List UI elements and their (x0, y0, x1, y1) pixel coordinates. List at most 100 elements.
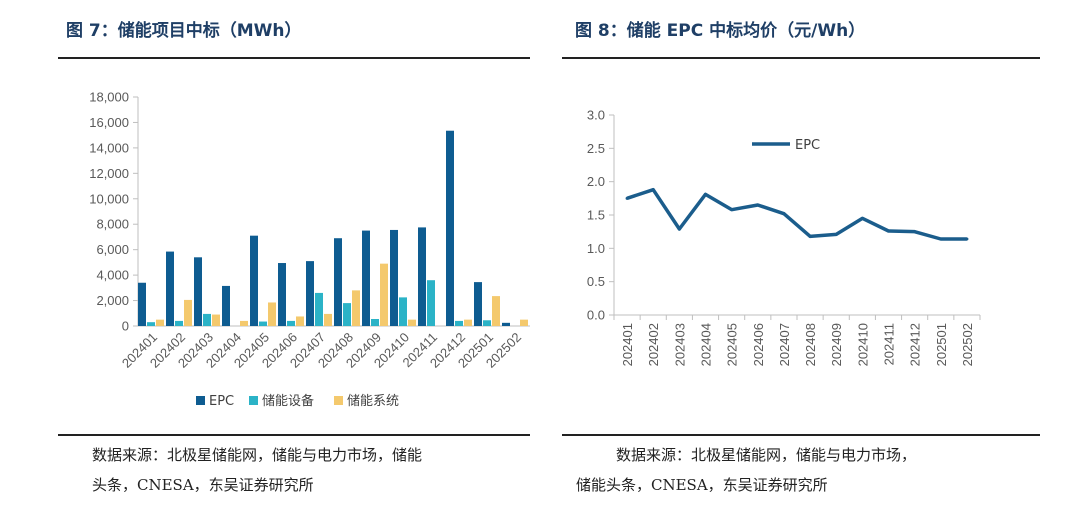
bar-1 (399, 297, 407, 326)
figure-8-panel: 图 8：储能 EPC 中标均价（元/Wh） 0.0 0.5 1.0 1.5 2.0 2.5… (540, 0, 1080, 505)
legend-label: 储能系统 (347, 394, 399, 409)
bar-chart: 0 2,000 4,000 6,000 8,000 10,000 12,000 14,000 1… (89, 90, 530, 409)
figure-7-panel: 图 7：储能项目中标（MWh） 0 2,000 4,000 6,000 8,000 10,… (58, 21, 537, 500)
figure-8-source: 数据来源：北极星储能网，储能与电力市场， 储能头条，CNESA，东吴证券研究所 (576, 440, 1036, 500)
y-tick-label: 8,000 (96, 217, 129, 232)
figure-7-source: 数据来源：北极星储能网，储能与电力市场，储能 头条，CNESA，东吴证券研究所 (92, 440, 537, 500)
data-point (756, 203, 760, 207)
bar-2 (240, 320, 248, 326)
legend-label: 储能设备 (262, 393, 314, 409)
x-tick-label: 202412 (908, 323, 923, 366)
x-tick-label: 202411 (882, 323, 897, 365)
bar-0 (502, 322, 510, 326)
bar-2 (380, 263, 388, 326)
bar-1 (483, 320, 491, 326)
bar-0 (306, 261, 314, 326)
x-tick-label: 202408 (803, 323, 818, 366)
series-line-epc (626, 187, 967, 241)
bar-2 (520, 319, 528, 326)
bar-2 (268, 302, 276, 326)
bar-1 (371, 319, 379, 326)
x-tick-label: 202407 (777, 323, 792, 366)
data-point (834, 232, 838, 236)
y-tick-label: 16,000 (89, 115, 129, 130)
y-tick-label: 1.0 (587, 241, 605, 256)
y-tick-label: 0.5 (587, 274, 605, 289)
y-tick-label: 12,000 (89, 166, 129, 181)
bar-0 (418, 227, 426, 326)
bar-2 (408, 319, 416, 326)
bar-1 (455, 320, 463, 326)
legend-label: EPC (209, 394, 234, 409)
bar-0 (194, 257, 202, 326)
top-rule (58, 57, 530, 59)
data-point (860, 216, 864, 220)
bar-0 (362, 230, 370, 326)
bar-0 (250, 235, 258, 326)
bar-0 (390, 229, 398, 326)
bar-1 (203, 313, 211, 326)
x-tick-label: 202405 (725, 323, 740, 366)
data-point (651, 188, 655, 192)
bar-1 (287, 320, 295, 326)
bar-2 (464, 319, 472, 326)
top-rule (562, 57, 1040, 59)
bottom-rule (58, 434, 530, 436)
bar-1 (147, 322, 155, 326)
source-line: 储能头条，CNESA，东吴证券研究所 (576, 476, 828, 494)
figure-8-title: 图 8：储能 EPC 中标均价（元/Wh） (575, 21, 866, 41)
bar-1 (175, 320, 183, 326)
bar-2 (184, 299, 192, 326)
legend-swatch (249, 396, 258, 405)
y-tick-label: 3.0 (587, 108, 605, 123)
data-point (808, 234, 812, 238)
x-tick-label: 202402 (646, 323, 661, 366)
source-line: 数据来源：北极星储能网，储能与电力市场，储能 (92, 446, 423, 464)
x-tick-label: 202404 (699, 323, 714, 366)
data-point (730, 208, 734, 212)
x-tick-label: 202403 (672, 323, 687, 366)
x-tick-label: 202409 (829, 323, 844, 366)
legend-swatch (196, 396, 205, 405)
x-tick-label: 202501 (934, 323, 949, 366)
y-tick-label: 14,000 (89, 140, 129, 155)
bar-0 (474, 282, 482, 326)
x-tick-label: 202410 (855, 323, 870, 366)
bar-2 (296, 316, 304, 326)
source-line: 头条，CNESA，东吴证券研究所 (92, 476, 314, 494)
data-point (965, 237, 969, 241)
bar-0 (166, 251, 174, 326)
bar-0 (138, 282, 146, 326)
y-tick-label: 18,000 (89, 90, 129, 105)
bar-0 (222, 285, 230, 326)
data-point (704, 192, 707, 196)
bar-2 (492, 296, 500, 326)
bar-0 (334, 238, 342, 326)
y-tick-label: 4,000 (96, 268, 129, 283)
legend-swatch (334, 396, 343, 405)
source-line: 数据来源：北极星储能网，储能与电力市场， (616, 446, 917, 464)
y-tick-label: 2.5 (587, 141, 605, 156)
bar-1 (315, 292, 323, 326)
y-tick-label: 0.0 (587, 308, 605, 323)
legend-label: EPC (795, 138, 820, 153)
y-tick-label: 0 (122, 319, 129, 334)
data-point (625, 196, 629, 200)
bar-1 (259, 321, 267, 326)
x-tick-label: 202401 (620, 323, 635, 366)
line-chart: 0.0 0.5 1.0 1.5 2.0 2.5 3.0 202401 202402 202403 2… (587, 108, 981, 366)
bar-0 (278, 263, 286, 326)
bar-2 (212, 314, 220, 326)
x-tick-label: 202502 (960, 323, 975, 366)
y-tick-label: 2.0 (587, 174, 605, 189)
bar-1 (343, 303, 351, 326)
data-point (939, 237, 943, 241)
bar-2 (156, 319, 164, 326)
bar-0 (446, 130, 454, 326)
bar-2 (324, 313, 332, 326)
data-point (913, 230, 917, 234)
y-tick-label: 2,000 (96, 293, 129, 308)
data-point (782, 212, 786, 216)
data-point (677, 227, 681, 231)
bar-2 (352, 290, 360, 326)
